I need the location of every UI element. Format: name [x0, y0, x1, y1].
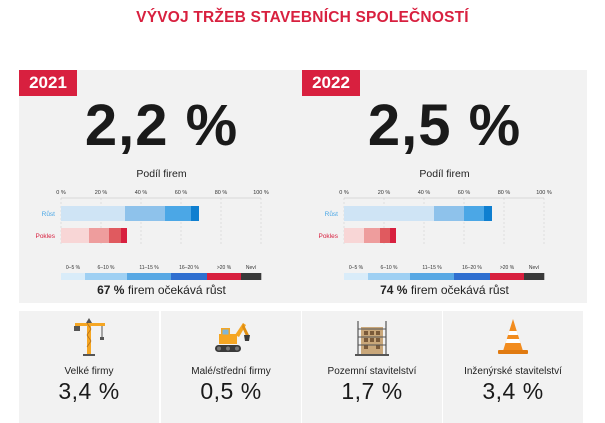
x-tick-label: 20 %: [378, 190, 391, 196]
sector-value: 1,7 %: [341, 378, 403, 404]
bar-segment: [364, 228, 380, 243]
legend-swatch: [61, 273, 86, 280]
sector-value: 3,4 %: [482, 378, 544, 404]
x-tick-label: 100 %: [253, 190, 269, 196]
bar-segment: [390, 228, 396, 243]
bar-segment: [434, 206, 464, 221]
x-tick-label: 0 %: [339, 190, 349, 196]
panel-2021: 2021 2,2 % Podíl firem 0 % 20 % 40 % 60 % 80…: [19, 70, 304, 303]
summary: 67 % firem očekává růst: [19, 283, 304, 297]
legend-label: 6–10 %: [381, 265, 399, 271]
bar-segment: [380, 228, 390, 243]
legend-label: Neví: [529, 265, 540, 271]
x-tick-label: 100 %: [536, 190, 552, 196]
share-chart: 0 % 20 % 40 % 60 % 80 % 100 % Růst Pokles 0–5 % 6…: [318, 190, 552, 280]
bar-segment: [165, 206, 191, 221]
legend-label: 0–5 %: [66, 265, 81, 271]
bar-segment: [61, 228, 89, 243]
page-title: VÝVOJ TRŽEB STAVEBNÍCH SPOLEČNOSTÍ: [136, 9, 469, 26]
traffic-cone-icon: [498, 319, 528, 354]
excavator-icon: [215, 323, 250, 352]
x-tick-label: 0 %: [56, 190, 66, 196]
legend-swatch: [410, 273, 455, 280]
year-badge: 2022: [302, 70, 360, 96]
legend-swatch: [454, 273, 491, 280]
bar-segment: [344, 206, 434, 221]
sector-building-construction: Pozemní stavitelství 1,7 %: [302, 311, 442, 423]
legend-swatch: [368, 273, 411, 280]
legend-swatch: [241, 273, 262, 280]
legend-swatch: [127, 273, 172, 280]
legend-swatch: [490, 273, 525, 280]
headline-value: 2,5 %: [367, 93, 522, 158]
legend-label: 16–20 %: [179, 265, 199, 271]
sector-civil-engineering: Inženýrské stavitelství 3,4 %: [443, 311, 583, 423]
legend-label: 11–15 %: [139, 265, 159, 271]
bar-segment: [121, 228, 127, 243]
x-tick-label: 60 %: [458, 190, 471, 196]
legend-label: Neví: [246, 265, 257, 271]
legend-label: 0–5 %: [349, 265, 364, 271]
legend-label: 16–20 %: [462, 265, 482, 271]
headline-value: 2,2 %: [84, 93, 239, 158]
share-chart: 0 % 20 % 40 % 60 % 80 % 100 % Růst Pokles 0–5 % 6…: [35, 190, 269, 280]
bar-segment: [344, 228, 364, 243]
summary-text: firem očekává růst: [127, 283, 226, 297]
sector-label: Malé/střední firmy: [191, 366, 271, 377]
sector-value: 0,5 %: [200, 378, 262, 404]
legend-swatch: [344, 273, 369, 280]
summary-text: firem očekává růst: [410, 283, 509, 297]
legend-swatch: [85, 273, 128, 280]
summary: 74 % firem očekává růst: [302, 283, 587, 297]
summary-value: 74 %: [380, 283, 408, 297]
x-tick-label: 40 %: [418, 190, 431, 196]
tower-crane-icon: [74, 318, 105, 356]
sector-label: Pozemní stavitelství: [327, 366, 417, 377]
x-tick-label: 80 %: [215, 190, 228, 196]
year-badge: 2021: [19, 70, 77, 96]
panel-2022: 2022 2,5 % Podíl firem 0 % 20 % 40 % 60 % 80…: [302, 70, 587, 303]
chart-title: Podíl firem: [136, 168, 187, 180]
chart-title: Podíl firem: [419, 168, 470, 180]
legend-swatch: [207, 273, 242, 280]
bar-segment: [89, 228, 109, 243]
legend-swatch: [524, 273, 545, 280]
summary-value: 67 %: [97, 283, 125, 297]
category-label: Růst: [325, 210, 339, 218]
legend-label: 6–10 %: [98, 265, 116, 271]
bar-segment: [191, 206, 199, 221]
legend-label: 11–15 %: [422, 265, 442, 271]
sector-label: Velké firmy: [64, 366, 114, 377]
category-label: Pokles: [318, 233, 338, 240]
legend-label: >20 %: [500, 265, 515, 271]
building-construction-icon: [355, 321, 389, 356]
category-label: Pokles: [35, 233, 55, 240]
x-tick-label: 80 %: [498, 190, 511, 196]
sector-label: Inženýrské stavitelství: [464, 366, 562, 377]
bar-segment: [484, 206, 492, 221]
legend-label: >20 %: [217, 265, 232, 271]
sector-large-firms: Velké firmy 3,4 %: [19, 311, 159, 423]
x-tick-label: 20 %: [95, 190, 108, 196]
bar-segment: [61, 206, 125, 221]
x-tick-label: 40 %: [135, 190, 148, 196]
bar-segment: [464, 206, 484, 221]
bar-segment: [109, 228, 121, 243]
bar-segment: [125, 206, 165, 221]
category-label: Růst: [42, 210, 56, 218]
legend-swatch: [171, 273, 208, 280]
sector-small-medium-firms: Malé/střední firmy 0,5 %: [161, 311, 301, 423]
x-tick-label: 60 %: [175, 190, 188, 196]
sector-value: 3,4 %: [58, 378, 120, 404]
